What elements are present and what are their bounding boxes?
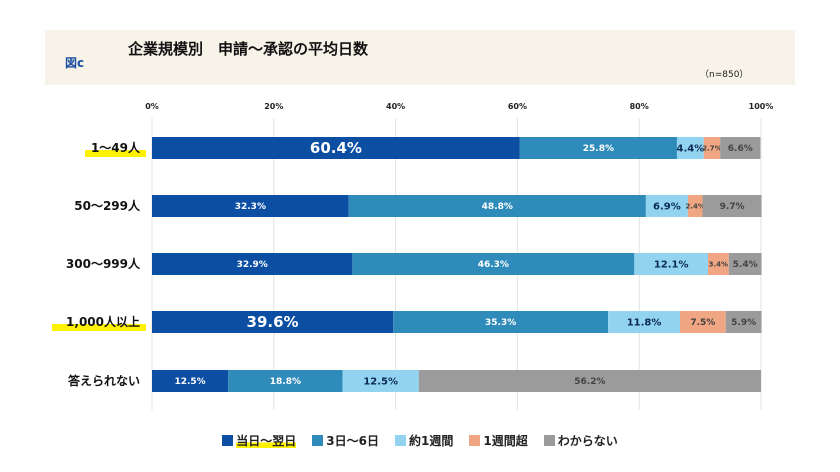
bar-segment (687, 195, 703, 217)
data-label: 18.8% (270, 377, 301, 387)
data-label: 5.4% (733, 260, 758, 270)
data-label: 3.4% (709, 260, 728, 268)
legend-label: 3日～6日 (326, 434, 379, 448)
bar-segment (342, 370, 419, 392)
bar-segment (418, 370, 761, 392)
bar-segment (702, 195, 762, 217)
category-highlight (85, 150, 146, 157)
bar-segment (708, 253, 729, 275)
data-label: 25.8% (583, 144, 614, 154)
x-tick-label: 20% (264, 102, 283, 111)
x-tick-label: 80% (630, 102, 649, 111)
data-label: 7.5% (690, 318, 715, 328)
bar-segment (152, 137, 520, 159)
data-label: 9.7% (720, 202, 745, 212)
bar-segment (519, 137, 677, 159)
legend-swatch (469, 435, 481, 446)
data-label: 2.4% (686, 202, 705, 210)
category-label: 答えられない (68, 373, 140, 388)
legend-label: わからない (557, 434, 618, 448)
data-label: 6.9% (653, 201, 681, 212)
bar-segment (676, 137, 704, 159)
x-tick-label: 60% (508, 102, 527, 111)
legend-swatch (222, 435, 234, 446)
legend-label: 当日～翌日 (236, 434, 297, 448)
data-label: 39.6% (247, 313, 299, 331)
bar-segment (152, 311, 394, 333)
category-label: 300～999人 (66, 256, 141, 271)
legend-swatch (394, 435, 406, 446)
legend-item: 3日～6日 (312, 432, 379, 449)
bar-segment (393, 311, 609, 333)
category-label: 1～49人 (91, 140, 141, 155)
data-label: 11.8% (627, 317, 662, 328)
data-label: 32.9% (237, 260, 268, 270)
legend-item: 1週間超 (469, 432, 528, 449)
x-tick-label: 0% (145, 102, 159, 111)
sample-size: （n=850） (700, 70, 749, 80)
bar-segment (228, 370, 343, 392)
data-label: 12.5% (363, 376, 398, 387)
bar-segment (152, 195, 349, 217)
bar-segment (725, 311, 762, 333)
legend-item: わからない (543, 432, 618, 449)
data-label: 56.2% (574, 377, 605, 387)
bar-segment (152, 370, 229, 392)
bar-segment (645, 195, 688, 217)
bar-segment (352, 253, 635, 275)
x-tick-label: 40% (386, 102, 405, 111)
category-label: 50～299人 (74, 198, 141, 213)
category-highlight (52, 324, 146, 331)
data-label: 60.4% (310, 139, 362, 157)
data-label: 35.3% (485, 318, 516, 328)
bar-segment (348, 195, 646, 217)
data-label: 48.8% (482, 202, 513, 212)
bar-segment (152, 253, 353, 275)
legend: 当日～翌日 3日～6日 約1週間 1週間超 わからない (0, 432, 840, 449)
bar-segment (720, 137, 761, 159)
bar-segment (703, 137, 721, 159)
legend-label: 1週間超 (483, 434, 528, 448)
data-label: 2.7% (702, 144, 721, 152)
header-band (45, 30, 795, 85)
legend-item: 当日～翌日 (222, 432, 297, 449)
chart-title: 企業規模別 申請～承認の平均日数 (128, 40, 369, 58)
data-label: 32.3% (235, 202, 266, 212)
data-label: 12.1% (654, 259, 689, 270)
data-label: 46.3% (478, 260, 509, 270)
category-label: 1,000人以上 (66, 314, 140, 329)
figure-label: 図c (65, 56, 85, 70)
data-label: 4.4% (676, 143, 704, 154)
legend-label: 約1週間 (408, 434, 454, 448)
data-label: 6.6% (728, 144, 753, 154)
legend-swatch (543, 435, 555, 446)
bar-segment (680, 311, 726, 333)
bar-segment (634, 253, 709, 275)
bar-segment (728, 253, 762, 275)
legend-item: 約1週間 (394, 432, 454, 449)
data-label: 5.9% (731, 318, 756, 328)
bar-segment (608, 311, 681, 333)
legend-swatch (312, 435, 324, 446)
data-label: 12.5% (174, 377, 205, 387)
x-tick-label: 100% (749, 102, 774, 111)
